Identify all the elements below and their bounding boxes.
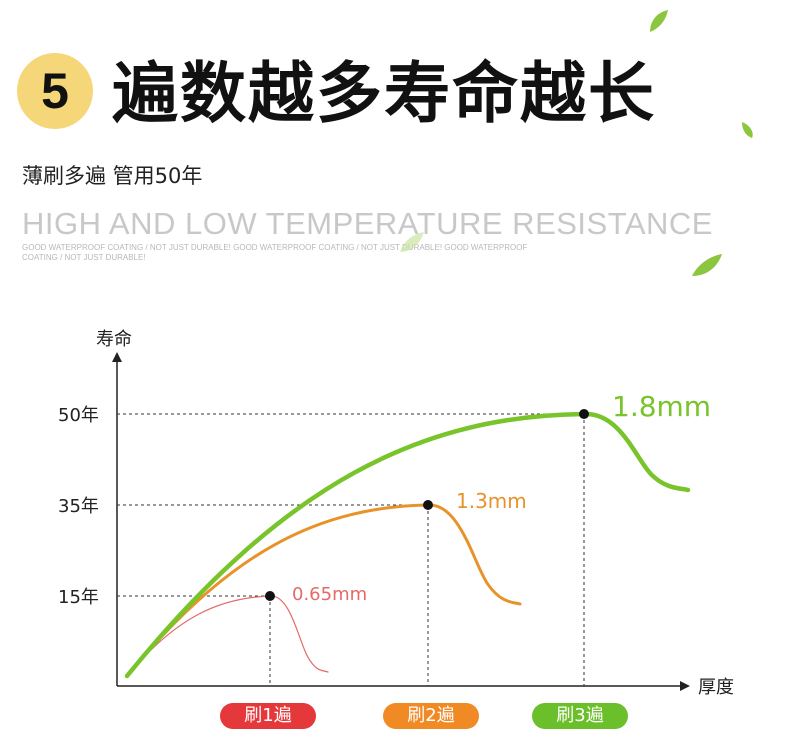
- peak-point: [265, 591, 275, 601]
- leaf-icon: [742, 122, 753, 138]
- y-axis-label: 寿命: [96, 329, 132, 350]
- y-tick-label: 35年: [58, 496, 99, 517]
- leaf-icon: [650, 10, 668, 32]
- category-pill: 刷2遍: [383, 703, 479, 729]
- series-label: 0.65mm: [292, 584, 367, 605]
- english-title: HIGH AND LOW TEMPERATURE RESISTANCE: [22, 206, 713, 241]
- category-pill: 刷1遍: [220, 703, 316, 729]
- series-label: 1.8mm: [612, 390, 711, 423]
- x-axis-arrow-icon: [680, 681, 690, 691]
- badge: 5: [17, 53, 93, 129]
- page-title: 遍数越多寿命越长: [112, 55, 656, 132]
- x-axis-label: 厚度: [698, 677, 734, 698]
- subtitle: 薄刷多遍 管用50年: [22, 164, 203, 188]
- english-tagline: GOOD WATERPROOF COATING / NOT JUST DURAB…: [22, 243, 528, 262]
- series-line: [126, 595, 329, 677]
- badge-circle: [17, 53, 93, 129]
- y-axis-arrow-icon: [112, 352, 122, 362]
- category-pill: 刷3遍: [532, 703, 628, 729]
- badge-number: 5: [41, 63, 69, 119]
- series-label: 1.3mm: [456, 489, 527, 513]
- y-tick-label: 50年: [58, 405, 99, 426]
- series-line: [124, 411, 691, 679]
- y-tick-label: 15年: [58, 587, 99, 608]
- leaf-icon: [400, 232, 424, 252]
- peak-point: [423, 500, 433, 510]
- leaf-icon: [692, 254, 722, 276]
- peak-point: [579, 409, 589, 419]
